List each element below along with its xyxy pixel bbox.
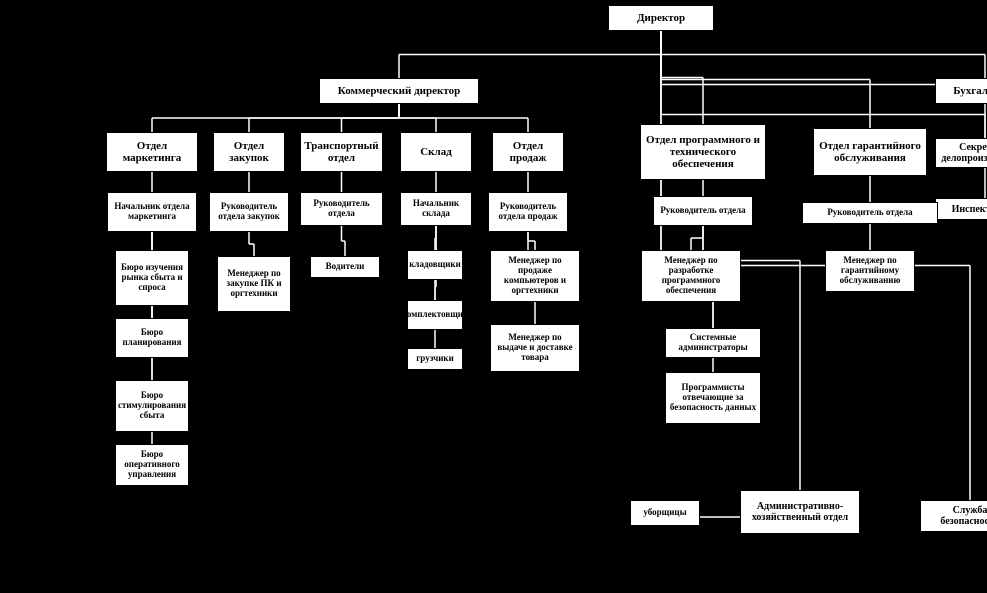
node-label: Коммерческий директор [338,85,460,97]
node-label: Директор [637,12,685,24]
node-storekeepers: кладовщики [407,250,463,280]
node-label: Менеджер по продаже компьютеров и оргтех… [493,256,577,296]
node-label: Начальник отдела маркетинга [110,202,194,222]
node-bureau-stim: Бюро стимулирования сбыта [115,380,189,432]
node-label: Руководитель отдела [660,206,745,216]
node-head-marketing: Начальник отдела маркетинга [107,192,197,232]
node-label: уборщицы [643,508,686,518]
node-label: Административно-хозяйственный отдел [743,501,857,523]
node-label: Руководитель отдела [303,199,380,219]
node-label: Бюро оперативного управления [118,450,186,480]
node-bureau-planning: Бюро планирования [115,318,189,358]
node-label: Отдел программного и технического обеспе… [643,134,763,170]
node-dept-warehouse: Склад [400,132,472,172]
node-dept-transport: Транспортный отдел [300,132,383,172]
node-mgr-sales-pc: Менеджер по продаже компьютеров и оргтех… [490,250,580,302]
node-dept-marketing: Отдел маркетинга [106,132,198,172]
node-label: Отдел продаж [495,140,561,164]
node-label: Отдел гарантийного обслуживания [816,140,924,164]
node-label: Менеджер по гарантийному обслуживанию [828,256,912,286]
node-secretary: Секретарь-делопроизводитель [935,138,987,168]
node-head-purchase: Руководитель отдела закупок [209,192,289,232]
node-packers: комплектовщик [407,300,463,330]
node-label: Программисты отвечающие за безопасность … [668,383,758,413]
node-label: Инспектор ОК [952,204,987,215]
node-label: Менеджер по закупке ПК и оргтехники [220,269,288,299]
node-label: Менеджер по выдаче и доставке товара [493,333,577,363]
node-label: Бюро стимулирования сбыта [118,391,186,421]
node-label: Склад [420,146,452,158]
node-dept-purchase: Отдел закупок [213,132,285,172]
node-label: Служба безопасности [923,505,987,527]
node-bureau-oper: Бюро оперативного управления [115,444,189,486]
node-cleaners: уборщицы [630,500,700,526]
node-security-prog: Программисты отвечающие за безопасность … [665,372,761,424]
node-label: Руководитель отдела закупок [212,202,286,222]
node-label: Транспортный отдел [303,140,380,164]
node-label: Руководитель отдела [827,208,912,218]
node-label: Бюро планирования [118,328,186,348]
node-inspector: Инспектор ОК [935,198,987,220]
node-label: Отдел маркетинга [109,140,195,164]
node-head-sales: Руководитель отдела продаж [488,192,568,232]
node-label: Бухгалтерия [953,85,987,97]
node-head-transport: Руководитель отдела [300,192,383,226]
node-sysadmins: Системные администраторы [665,328,761,358]
node-accounting: Бухгалтерия [935,78,987,104]
node-label: Руководитель отдела продаж [491,202,565,222]
node-label: Секретарь-делопроизводитель [938,142,987,164]
node-drivers: Водители [310,256,380,278]
node-label: Системные администраторы [668,333,758,353]
node-label: Бюро изучения рынка сбыта и спроса [118,263,186,293]
node-dept-warranty: Отдел гарантийного обслуживания [813,128,927,176]
node-director: Директор [608,5,714,31]
node-head-warehouse: Начальник склада [400,192,472,226]
node-label: кладовщики [409,260,461,270]
node-label: Менеджер по разработке программного обес… [644,256,738,296]
node-admin-dept: Административно-хозяйственный отдел [740,490,860,534]
node-mgr-delivery: Менеджер по выдаче и доставке товара [490,324,580,372]
node-label: Отдел закупок [216,140,282,164]
node-head-warranty: Руководитель отдела [802,202,938,224]
node-mgr-software: Менеджер по разработке программного обес… [641,250,741,302]
node-label: Водители [326,262,365,272]
node-label: грузчики [416,354,454,364]
node-security-svc: Служба безопасности [920,500,987,532]
node-mgr-warranty: Менеджер по гарантийному обслуживанию [825,250,915,292]
node-comm-director: Коммерческий директор [319,78,479,104]
node-loaders: грузчики [407,348,463,370]
node-label: комплектовщик [402,310,468,320]
node-label: Начальник склада [403,199,469,219]
node-bureau-research: Бюро изучения рынка сбыта и спроса [115,250,189,306]
node-dept-sales: Отдел продаж [492,132,564,172]
node-head-it: Руководитель отдела [653,196,753,226]
node-mgr-purchase: Менеджер по закупке ПК и оргтехники [217,256,291,312]
node-dept-it: Отдел программного и технического обеспе… [640,124,766,180]
